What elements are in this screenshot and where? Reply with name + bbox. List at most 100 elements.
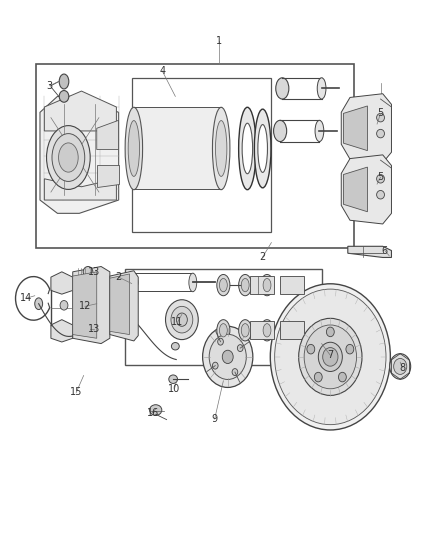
Ellipse shape [339,373,346,382]
Ellipse shape [171,306,193,333]
Text: 2: 2 [116,272,122,282]
Ellipse shape [237,345,243,352]
Polygon shape [40,96,119,213]
Ellipse shape [52,134,85,181]
Ellipse shape [219,278,227,292]
Text: 2: 2 [260,252,266,262]
Text: 11: 11 [171,317,184,327]
Ellipse shape [275,289,386,425]
Polygon shape [110,274,130,335]
Text: 14: 14 [20,293,32,303]
Bar [132,78,272,232]
Text: 6: 6 [382,246,388,255]
Ellipse shape [241,324,249,337]
Polygon shape [110,271,138,341]
Ellipse shape [299,318,362,395]
Ellipse shape [189,273,197,292]
Polygon shape [97,120,119,150]
Ellipse shape [263,324,271,337]
Ellipse shape [239,274,252,296]
Bar [250,321,274,340]
Ellipse shape [377,174,385,183]
Ellipse shape [239,107,256,190]
Ellipse shape [317,78,326,99]
Ellipse shape [390,354,411,379]
Ellipse shape [212,107,230,190]
Ellipse shape [177,313,187,326]
Ellipse shape [59,143,78,172]
Bar [280,276,304,294]
Text: 5: 5 [378,108,384,118]
Polygon shape [73,272,97,338]
Text: 15: 15 [70,387,82,398]
Ellipse shape [274,120,287,142]
Ellipse shape [241,278,249,292]
Text: 1: 1 [216,36,222,46]
Ellipse shape [169,375,177,383]
Bar [250,276,274,294]
Ellipse shape [209,334,246,379]
Ellipse shape [222,350,233,364]
Text: 5: 5 [378,172,384,182]
Ellipse shape [377,130,385,138]
Text: 3: 3 [46,81,53,91]
Ellipse shape [126,273,138,292]
Polygon shape [341,155,392,224]
Polygon shape [44,179,117,200]
Ellipse shape [219,324,227,337]
Text: 10: 10 [168,384,180,394]
Ellipse shape [394,359,407,374]
Ellipse shape [318,342,343,372]
Polygon shape [51,272,73,294]
Ellipse shape [323,348,338,366]
Ellipse shape [254,109,271,188]
Text: 9: 9 [212,414,218,424]
Ellipse shape [150,405,162,415]
Polygon shape [343,106,367,151]
Ellipse shape [217,274,230,296]
Ellipse shape [261,320,274,341]
Text: 13: 13 [88,324,100,334]
Text: 8: 8 [399,362,406,373]
Ellipse shape [258,125,268,172]
Ellipse shape [239,320,252,341]
Ellipse shape [203,326,253,387]
Polygon shape [134,107,221,189]
Ellipse shape [128,120,140,176]
Polygon shape [341,94,392,163]
Ellipse shape [171,343,179,350]
Ellipse shape [83,266,93,277]
Ellipse shape [314,373,322,382]
Polygon shape [44,91,117,131]
Ellipse shape [270,284,390,430]
Polygon shape [73,266,110,344]
Ellipse shape [232,369,238,376]
Ellipse shape [326,327,334,337]
Ellipse shape [346,344,354,354]
Polygon shape [97,165,119,187]
Ellipse shape [59,74,69,89]
Polygon shape [51,320,73,342]
Bar [35,64,354,248]
Ellipse shape [261,274,274,296]
Polygon shape [343,167,367,212]
Ellipse shape [59,91,69,102]
Bar [280,321,304,340]
Ellipse shape [377,114,385,122]
Ellipse shape [315,120,324,142]
Ellipse shape [217,320,230,341]
Ellipse shape [83,324,93,335]
Ellipse shape [212,362,218,369]
Ellipse shape [276,78,289,99]
Ellipse shape [60,301,68,310]
Text: 4: 4 [159,66,165,76]
Ellipse shape [215,120,227,176]
Ellipse shape [46,126,90,189]
Ellipse shape [218,338,223,345]
Ellipse shape [263,278,271,292]
Ellipse shape [125,107,143,190]
Text: 13: 13 [88,267,100,277]
Bar [125,269,321,365]
Ellipse shape [307,344,315,354]
Text: 16: 16 [146,408,159,418]
